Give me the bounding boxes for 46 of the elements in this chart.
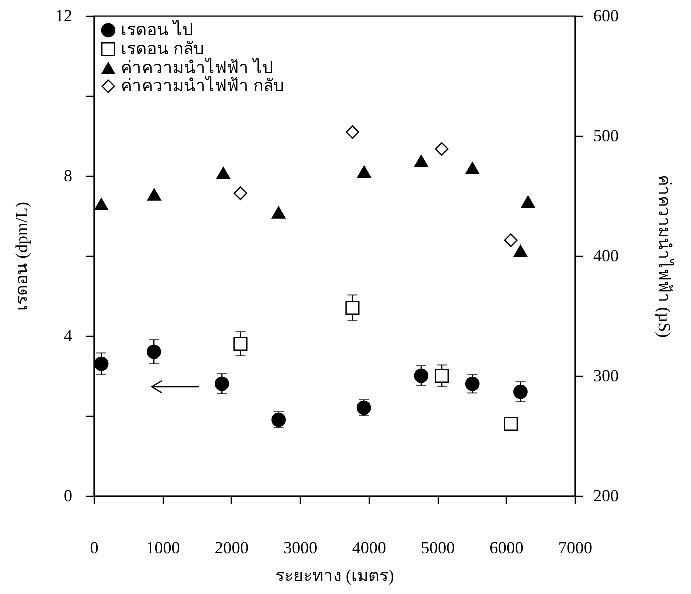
y2-tick-label: 400: [594, 246, 619, 266]
x-tick-label: 0: [90, 538, 99, 558]
legend-label: เรดอน ไป: [121, 20, 194, 40]
y2-axis-title: ค่าความนำไฟฟ้า (µS): [655, 175, 675, 338]
point: [272, 206, 286, 219]
x-tick-label: 5000: [421, 538, 456, 558]
point: [504, 234, 518, 248]
x-tick-label: 2000: [214, 538, 249, 558]
point: [521, 196, 536, 208]
point: [146, 344, 162, 360]
point: [504, 416, 518, 432]
x-tick-label: 4000: [352, 538, 386, 558]
y-tick-label: 0: [64, 486, 72, 506]
point: [514, 245, 528, 258]
x-tick-label: 6000: [490, 538, 524, 558]
point: [214, 376, 230, 392]
legend-label: ค่าความนำไฟฟ้า ไป: [121, 58, 274, 78]
x-axis-title: ระยะทาง (เมตร): [276, 566, 394, 586]
point: [346, 300, 360, 316]
point: [466, 162, 480, 174]
y2-tick-label: 600: [594, 6, 619, 26]
point: [216, 167, 230, 180]
point: [435, 368, 450, 384]
x-tick-label: 7000: [558, 538, 592, 558]
point: [148, 188, 162, 201]
point: [414, 368, 429, 384]
y-tick-label: 12: [56, 6, 72, 26]
y-axis-title: เรดอน (dpm/L): [12, 202, 32, 311]
point: [94, 198, 108, 210]
legend-label: เรดอน กลับ: [121, 40, 204, 58]
y2-tick-label: 500: [594, 126, 619, 146]
legend-label: ค่าความนำไฟฟ้า กลับ: [121, 76, 284, 96]
y2-tick-label: 300: [594, 366, 619, 386]
point: [94, 356, 109, 372]
point: [514, 384, 528, 400]
point: [414, 155, 428, 168]
point: [234, 186, 248, 200]
point: [234, 336, 248, 352]
x-tick-label: 1000: [146, 538, 180, 558]
point: [357, 166, 372, 178]
y-tick-label: 8: [64, 166, 72, 186]
y2-tick-label: 200: [594, 486, 619, 506]
x-tick-label: 3000: [284, 538, 318, 558]
point: [346, 126, 360, 140]
point: [435, 142, 449, 156]
y-tick-label: 4: [64, 326, 73, 346]
